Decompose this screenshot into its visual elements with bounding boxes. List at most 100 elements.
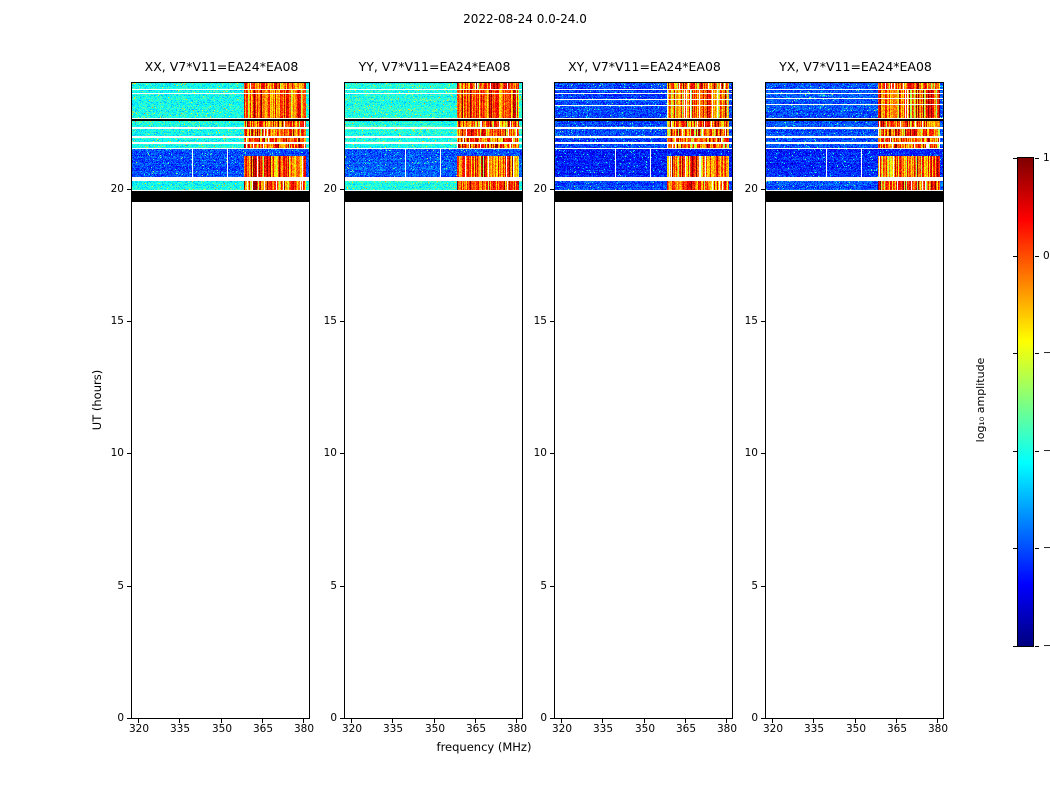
x-tick — [303, 719, 304, 723]
colorbar-tick — [1035, 158, 1039, 159]
colorbar-tick-label: −2 — [1043, 445, 1050, 457]
x-tick-label: 320 — [341, 723, 363, 735]
x-tick-label: 335 — [169, 723, 191, 735]
x-tick — [516, 719, 517, 723]
colorbar-label: log₁₀ amplitude — [974, 357, 987, 443]
colorbar-tick — [1035, 256, 1039, 257]
x-tick-label: 365 — [252, 723, 274, 735]
x-tick — [937, 719, 938, 723]
spectrogram-canvas-xy — [555, 83, 732, 202]
x-tick-label: 335 — [592, 723, 614, 735]
y-tick — [550, 453, 554, 454]
x-tick — [179, 719, 180, 723]
y-tick — [340, 453, 344, 454]
y-tick — [550, 586, 554, 587]
y-tick — [550, 718, 554, 719]
x-tick-label: 350 — [424, 723, 446, 735]
x-tick-label: 335 — [803, 723, 825, 735]
spectrogram-canvas-yy — [345, 83, 522, 202]
colorbar-tick-label: −3 — [1043, 542, 1050, 554]
x-tick — [434, 719, 435, 723]
colorbar-tick — [1035, 353, 1039, 354]
x-tick — [602, 719, 603, 723]
y-tick-label: 10 — [323, 447, 337, 459]
colorbar-tick — [1035, 451, 1039, 452]
y-tick — [761, 189, 765, 190]
panel-title-xx: XX, V7*V11=EA24*EA08 — [144, 59, 299, 74]
spectrogram-panel-xy: XY, V7*V11=EA24*EA08 0 5 10 15 20 320 335 350 365… — [534, 59, 737, 735]
x-tick-label: 320 — [762, 723, 784, 735]
spectrogram-panel-xx: XX, V7*V11=EA24*EA08 0 5 10 15 20 320 335 350 365… — [111, 59, 314, 735]
y-tick-label: 20 — [533, 183, 547, 195]
y-tick-label: 20 — [744, 183, 758, 195]
x-tick — [685, 719, 686, 723]
colorbar-tick — [1013, 256, 1017, 257]
x-tick — [772, 719, 773, 723]
colorbar-tick — [1013, 451, 1017, 452]
spectrogram-canvas-yx — [766, 83, 943, 202]
y-tick — [761, 718, 765, 719]
y-tick — [550, 321, 554, 322]
x-tick-label: 380 — [293, 723, 315, 735]
y-tick-label: 10 — [744, 447, 758, 459]
y-tick — [550, 189, 554, 190]
panel-title-yx: YX, V7*V11=EA24*EA08 — [779, 59, 932, 74]
x-tick-label: 365 — [886, 723, 908, 735]
x-tick — [644, 719, 645, 723]
y-tick — [127, 189, 131, 190]
x-tick-label: 320 — [128, 723, 150, 735]
y-tick — [761, 586, 765, 587]
panel-title-yy: YY, V7*V11=EA24*EA08 — [358, 59, 511, 74]
y-tick-label: 0 — [117, 712, 124, 724]
colorbar-tick — [1035, 548, 1039, 549]
colorbar-tick-label: 0 — [1043, 250, 1050, 262]
x-tick-label: 350 — [211, 723, 233, 735]
x-tick-label: 380 — [506, 723, 528, 735]
x-tick-label: 365 — [675, 723, 697, 735]
colorbar-tick — [1013, 158, 1017, 159]
x-tick-label: 350 — [634, 723, 656, 735]
y-tick-label: 5 — [330, 580, 337, 592]
colorbar-tick-label: −1 — [1043, 347, 1050, 359]
colorbar-tick — [1013, 548, 1017, 549]
x-tick — [813, 719, 814, 723]
colorbar-tick — [1035, 646, 1039, 647]
y-tick — [340, 586, 344, 587]
y-tick — [340, 718, 344, 719]
y-tick-label: 10 — [533, 447, 547, 459]
x-tick — [475, 719, 476, 723]
spectrogram-panel-yy: YY, V7*V11=EA24*EA08 0 5 10 15 20 320 335 350 365… — [324, 59, 527, 735]
y-tick-label: 0 — [330, 712, 337, 724]
y-tick — [761, 321, 765, 322]
y-axis-label: UT (hours) — [90, 369, 104, 431]
x-tick-label: 335 — [382, 723, 404, 735]
y-tick-label: 0 — [540, 712, 547, 724]
y-tick-label: 15 — [533, 315, 547, 327]
colorbar-tick — [1013, 646, 1017, 647]
y-tick — [340, 321, 344, 322]
colorbar: 1 0 −1 −2 −3 −4 — [1013, 152, 1050, 652]
x-tick — [221, 719, 222, 723]
y-tick-label: 20 — [110, 183, 124, 195]
x-tick — [855, 719, 856, 723]
colorbar-gradient — [1018, 158, 1033, 646]
x-tick — [262, 719, 263, 723]
x-tick — [896, 719, 897, 723]
x-tick — [726, 719, 727, 723]
y-tick — [127, 321, 131, 322]
x-tick-label: 350 — [845, 723, 867, 735]
x-tick — [392, 719, 393, 723]
panel-title-xy: XY, V7*V11=EA24*EA08 — [568, 59, 721, 74]
y-tick — [127, 453, 131, 454]
x-tick — [561, 719, 562, 723]
spectrogram-canvas-xx — [132, 83, 309, 202]
y-tick-label: 0 — [751, 712, 758, 724]
y-tick-label: 5 — [117, 580, 124, 592]
y-tick-label: 10 — [110, 447, 124, 459]
spectrogram-panel-yx: YX, V7*V11=EA24*EA08 0 5 10 15 20 320 335 350 365… — [745, 59, 948, 735]
x-axis-label: frequency (MHz) — [436, 740, 532, 754]
x-tick — [351, 719, 352, 723]
y-tick-label: 5 — [540, 580, 547, 592]
